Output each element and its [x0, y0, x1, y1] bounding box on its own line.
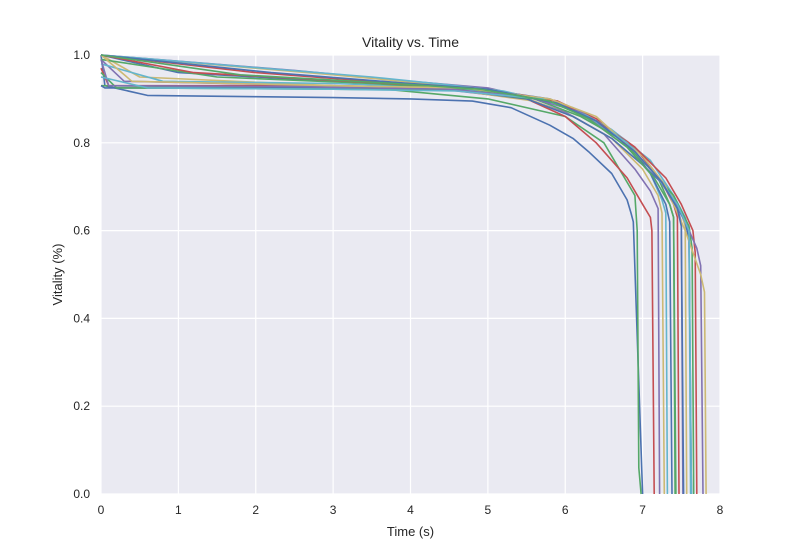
series-line-19: [100, 54, 685, 495]
series-line-1: [100, 54, 644, 495]
x-tick-labels: 0 1 2 3 4 5 6 7 8: [98, 503, 724, 517]
series-group: [100, 54, 707, 495]
y-tick-label: 0.4: [73, 311, 90, 325]
chart-title: Vitality vs. Time: [362, 34, 459, 50]
x-tick-label: 8: [717, 503, 724, 517]
y-axis-title: Vitality (%): [50, 244, 65, 306]
y-tick-label: 1.0: [73, 48, 90, 62]
y-tick-label: 0.6: [73, 224, 90, 238]
x-tick-label: 3: [330, 503, 337, 517]
y-tick-labels: 0.0 0.2 0.4 0.6 0.8 1.0: [73, 48, 90, 501]
series-line-18: [100, 76, 693, 495]
series-line-2: [100, 84, 642, 495]
x-tick-label: 6: [562, 503, 569, 517]
y-tick-label: 0.8: [73, 136, 90, 150]
gridlines: [100, 54, 721, 495]
x-tick-label: 2: [252, 503, 259, 517]
x-tick-label: 1: [175, 503, 182, 517]
x-tick-label: 5: [485, 503, 492, 517]
x-axis-title: Time (s): [387, 524, 434, 539]
x-tick-label: 0: [98, 503, 105, 517]
y-tick-label: 0.2: [73, 399, 90, 413]
y-tick-label: 0.0: [73, 487, 90, 501]
x-tick-label: 7: [639, 503, 646, 517]
x-tick-label: 4: [407, 503, 414, 517]
series-line-20: [100, 54, 677, 495]
